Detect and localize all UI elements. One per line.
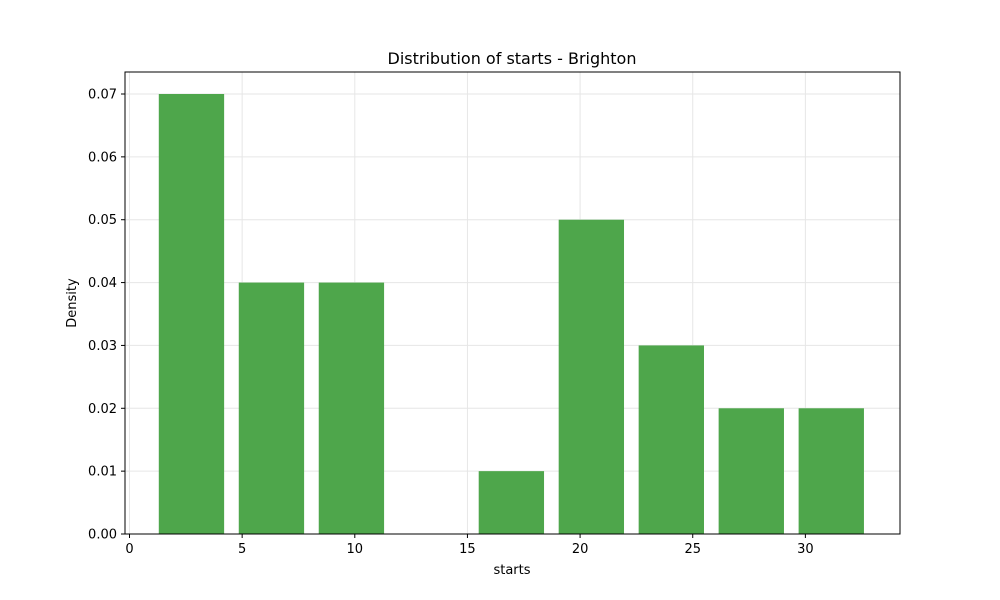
bar-0 — [158, 94, 225, 534]
bar-1 — [238, 282, 305, 534]
y-tick-label: 0.05 — [88, 213, 117, 228]
y-tick-label: 0.06 — [88, 150, 117, 165]
y-tick-label: 0.01 — [88, 465, 117, 480]
bar-5 — [558, 219, 625, 534]
y-tick-label: 0.02 — [88, 402, 117, 417]
bar-4 — [478, 471, 545, 534]
y-axis-label: Density — [65, 278, 80, 328]
x-axis: 0 5 10 15 20 25 30 — [125, 534, 814, 557]
plot-frame — [124, 71, 901, 535]
x-tick-label: 30 — [797, 542, 814, 557]
x-tick-label: 5 — [238, 542, 246, 557]
bar-8 — [798, 408, 864, 534]
x-tick-label: 0 — [125, 542, 133, 557]
bar-2 — [318, 282, 385, 534]
chart-title: Distribution of starts - Brighton — [388, 49, 637, 68]
y-tick-label: 0.07 — [88, 88, 117, 103]
x-tick-label: 10 — [347, 542, 364, 557]
y-tick-label: 0.03 — [88, 339, 117, 354]
x-tick-label: 15 — [459, 542, 476, 557]
bar-7 — [718, 408, 784, 534]
x-axis-label: starts — [493, 563, 530, 578]
y-axis: 0.00 0.01 0.02 0.03 0.04 0.05 0.06 0.07 — [88, 88, 125, 543]
y-tick-label: 0.00 — [88, 528, 117, 543]
x-tick-label: 25 — [684, 542, 701, 557]
bar-6 — [638, 345, 704, 534]
y-tick-label: 0.04 — [88, 276, 117, 291]
x-tick-label: 20 — [572, 542, 589, 557]
bars — [158, 94, 864, 534]
